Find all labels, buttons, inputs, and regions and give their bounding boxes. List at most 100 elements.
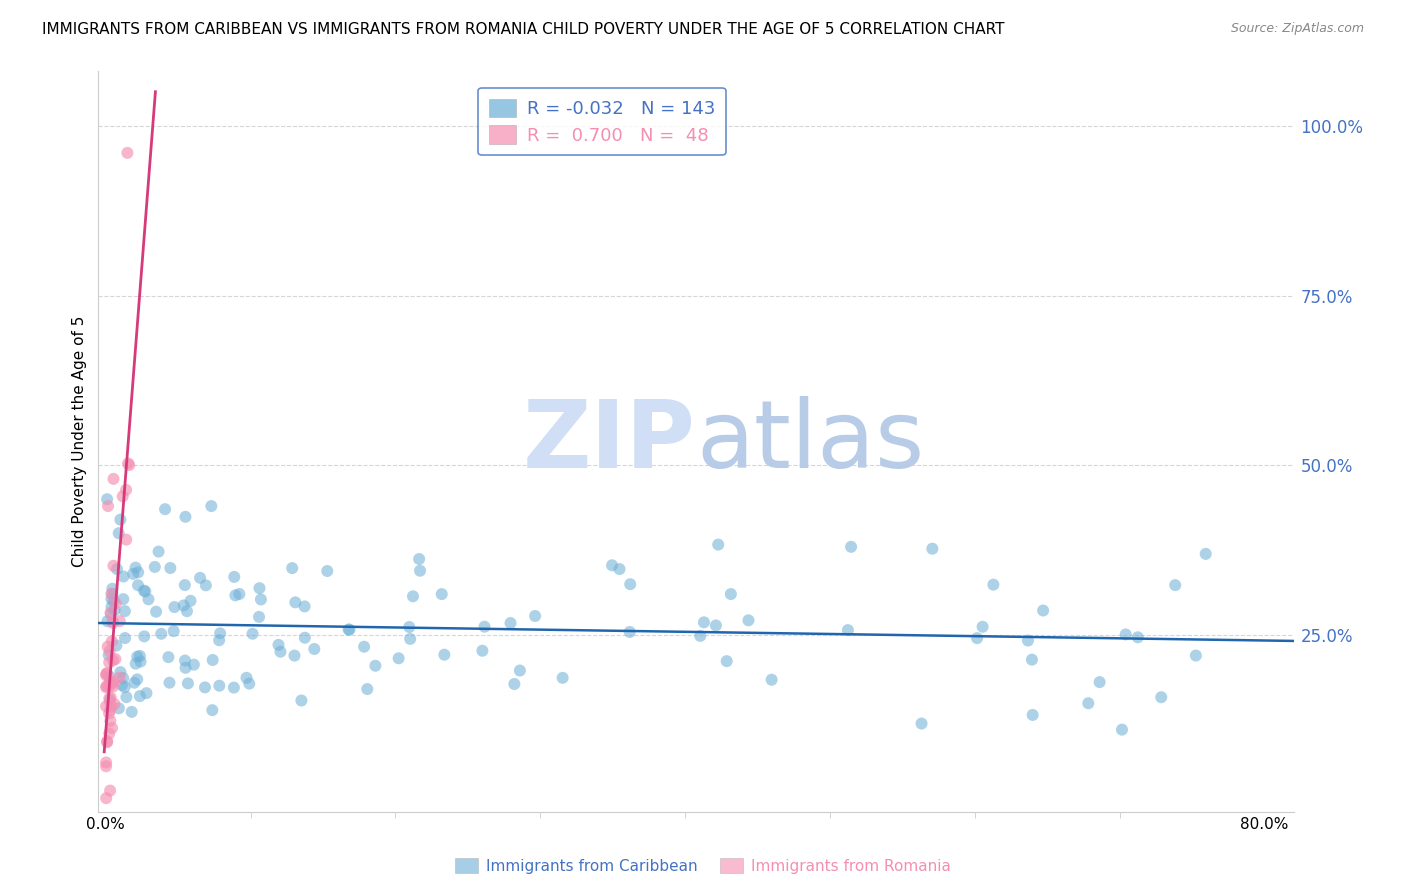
- Point: [839, 540, 862, 554]
- Point: [101, 721, 124, 735]
- Point: [127, 566, 149, 580]
- Point: [105, 639, 128, 653]
- Point: [96, 735, 118, 749]
- Point: [409, 564, 432, 578]
- Point: [134, 629, 156, 643]
- Point: [398, 620, 420, 634]
- Point: [115, 690, 138, 704]
- Point: [910, 716, 932, 731]
- Point: [209, 626, 232, 640]
- Point: [97, 499, 120, 513]
- Point: [104, 603, 127, 617]
- Point: [103, 472, 125, 486]
- Point: [388, 651, 411, 665]
- Point: [159, 561, 181, 575]
- Point: [127, 649, 149, 664]
- Point: [194, 578, 217, 592]
- Point: [103, 558, 125, 573]
- Point: [194, 681, 217, 695]
- Point: [157, 650, 180, 665]
- Point: [124, 675, 146, 690]
- Point: [1185, 648, 1208, 663]
- Point: [118, 458, 141, 472]
- Point: [111, 678, 134, 692]
- Point: [122, 566, 145, 581]
- Point: [509, 664, 531, 678]
- Point: [304, 642, 326, 657]
- Point: [228, 587, 250, 601]
- Point: [98, 714, 121, 728]
- Point: [110, 665, 132, 679]
- Point: [1017, 633, 1039, 648]
- Point: [125, 657, 148, 671]
- Point: [134, 584, 156, 599]
- Point: [108, 701, 131, 715]
- Point: [111, 489, 134, 503]
- Point: [94, 756, 117, 770]
- Legend: Immigrants from Caribbean, Immigrants from Romania: Immigrants from Caribbean, Immigrants fr…: [449, 852, 957, 880]
- Point: [108, 671, 131, 685]
- Point: [704, 618, 727, 632]
- Point: [128, 648, 150, 663]
- Point: [356, 682, 378, 697]
- Point: [1195, 547, 1218, 561]
- Point: [150, 627, 173, 641]
- Point: [1126, 630, 1149, 644]
- Point: [112, 592, 135, 607]
- Point: [180, 594, 202, 608]
- Point: [101, 676, 124, 690]
- Point: [188, 571, 211, 585]
- Point: [283, 648, 305, 663]
- Point: [707, 538, 730, 552]
- Point: [148, 544, 170, 558]
- Point: [101, 680, 124, 694]
- Point: [98, 644, 121, 658]
- Point: [98, 670, 121, 684]
- Point: [100, 591, 122, 606]
- Point: [1115, 627, 1137, 641]
- Point: [101, 653, 124, 667]
- Y-axis label: Child Poverty Under the Age of 5: Child Poverty Under the Age of 5: [72, 316, 87, 567]
- Point: [284, 595, 307, 609]
- Point: [402, 589, 425, 603]
- Point: [145, 605, 167, 619]
- Point: [1032, 603, 1054, 617]
- Point: [290, 693, 312, 707]
- Point: [153, 502, 176, 516]
- Point: [1077, 696, 1099, 710]
- Point: [100, 587, 122, 601]
- Point: [693, 615, 716, 630]
- Point: [98, 703, 121, 717]
- Point: [117, 145, 139, 160]
- Point: [94, 759, 117, 773]
- Point: [127, 578, 149, 592]
- Point: [94, 668, 117, 682]
- Point: [316, 564, 339, 578]
- Point: [983, 577, 1005, 591]
- Point: [281, 561, 304, 575]
- Point: [94, 699, 117, 714]
- Point: [97, 680, 120, 694]
- Point: [408, 552, 430, 566]
- Point: [689, 629, 711, 643]
- Point: [224, 570, 246, 584]
- Point: [103, 697, 125, 711]
- Point: [117, 457, 139, 471]
- Point: [247, 610, 270, 624]
- Point: [499, 615, 522, 630]
- Point: [609, 562, 631, 576]
- Point: [115, 533, 138, 547]
- Point: [250, 592, 273, 607]
- Point: [115, 483, 138, 497]
- Text: IMMIGRANTS FROM CARIBBEAN VS IMMIGRANTS FROM ROMANIA CHILD POVERTY UNDER THE AGE: IMMIGRANTS FROM CARIBBEAN VS IMMIGRANTS …: [42, 22, 1005, 37]
- Point: [173, 599, 195, 613]
- Point: [128, 689, 150, 703]
- Point: [107, 526, 129, 541]
- Point: [173, 578, 195, 592]
- Point: [474, 620, 496, 634]
- Point: [353, 640, 375, 654]
- Point: [94, 681, 117, 695]
- Point: [101, 674, 124, 689]
- Point: [1021, 708, 1043, 723]
- Point: [143, 560, 166, 574]
